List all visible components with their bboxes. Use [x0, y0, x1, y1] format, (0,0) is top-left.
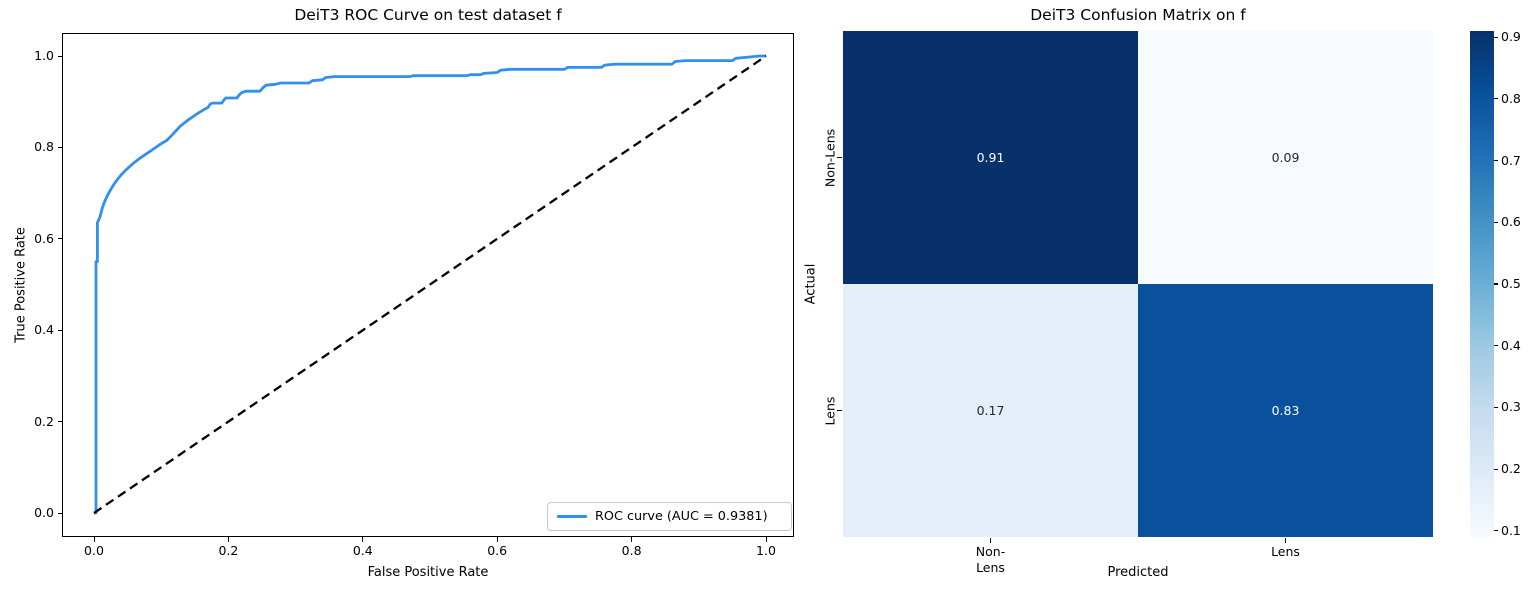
colorbar-ticklabel: 0.3	[1501, 399, 1521, 415]
colorbar-ticklabel: 0.6	[1501, 214, 1521, 230]
colorbar-ticklabel: 0.9	[1501, 29, 1521, 45]
roc-x-ticklabel: 0.8	[621, 543, 642, 558]
roc-y-tickmark	[57, 512, 62, 514]
colorbar-ticklabel: 0.5	[1501, 276, 1521, 291]
roc-y-tickmark	[57, 421, 62, 423]
roc-y-ticklabel: 1.0	[34, 48, 54, 63]
roc-x-ticklabel: 0.0	[84, 543, 104, 558]
cm-cell-non-lens-non-lens: 0.91	[843, 31, 1138, 284]
roc-curve-line	[94, 54, 766, 515]
cm-xlabel: Predicted	[1107, 565, 1169, 580]
colorbar-ticklabel: 0.4	[1501, 337, 1521, 353]
roc-legend-line-swatch	[557, 515, 587, 518]
colorbar-tickmark	[1494, 530, 1498, 532]
roc-x-ticklabel: 1.0	[756, 543, 776, 558]
roc-curve-plot	[93, 54, 767, 515]
roc-y-tickmark	[57, 146, 62, 148]
roc-x-tickmark	[362, 537, 364, 542]
roc-x-tickmark	[496, 537, 498, 542]
roc-y-ticklabel: 0.4	[34, 322, 54, 338]
roc-legend-label: ROC curve (AUC = 0.9381)	[595, 509, 768, 524]
roc-chance-diagonal-line	[93, 55, 767, 514]
cm-y-tickmark	[837, 409, 842, 412]
colorbar-tickmark	[1494, 345, 1498, 347]
cm-colorbar	[1470, 31, 1494, 537]
colorbar-ticklabel: 0.1	[1501, 522, 1521, 538]
colorbar-tickmark	[1494, 98, 1498, 100]
colorbar-tickmark	[1494, 283, 1498, 285]
colorbar-tickmark	[1494, 36, 1498, 38]
cm-y-ticklabel: Lens	[822, 396, 838, 425]
cm-cell-lens-lens: 0.83	[1138, 284, 1433, 537]
cm-cell-value: 0.09	[1271, 150, 1300, 165]
roc-y-ticklabel: 0.6	[34, 230, 54, 246]
roc-y-tickmark	[57, 55, 62, 57]
cm-x-ticklabel: Lens	[1271, 544, 1300, 559]
roc-y-ticklabel: 0.8	[34, 139, 54, 155]
roc-legend: ROC curve (AUC = 0.9381)	[547, 502, 792, 531]
colorbar-tickmark	[1494, 468, 1498, 470]
cm-heatmap: 0.91 0.09 0.17 0.83	[843, 31, 1433, 537]
colorbar-tickmark	[1494, 159, 1498, 162]
colorbar-tickmark	[1494, 406, 1498, 408]
roc-x-ticklabel: 0.2	[218, 543, 239, 558]
cm-cell-non-lens-lens: 0.09	[1138, 31, 1433, 284]
roc-x-tickmark	[93, 537, 95, 542]
cm-cell-value: 0.83	[1271, 403, 1300, 418]
roc-x-tickmark	[765, 537, 767, 542]
colorbar-tickmark	[1494, 221, 1498, 223]
cm-cell-value: 0.17	[976, 403, 1005, 418]
cm-y-tickmark	[837, 156, 842, 159]
roc-y-ticklabel: 0.0	[34, 505, 54, 520]
cm-x-ticklabel: Non-Lens	[975, 544, 1006, 575]
colorbar-ticklabel: 0.2	[1501, 461, 1521, 477]
roc-axes-frame	[62, 33, 794, 537]
cm-x-tickmark	[1284, 538, 1287, 543]
cm-title: DeiT3 Confusion Matrix on f	[1030, 6, 1246, 24]
cm-y-ticklabel: Non-Lens	[822, 128, 838, 187]
roc-xlabel: False Positive Rate	[367, 565, 489, 580]
roc-x-tickmark	[631, 537, 633, 542]
cm-cell-lens-non-lens: 0.17	[843, 284, 1138, 537]
roc-x-ticklabel: 0.4	[352, 543, 373, 558]
roc-y-tickmark	[57, 238, 62, 240]
roc-plot-title: DeiT3 ROC Curve on test dataset f	[294, 6, 562, 24]
colorbar-ticklabel: 0.7	[1501, 152, 1521, 168]
cm-x-tickmark	[989, 538, 992, 543]
roc-y-ticklabel: 0.2	[34, 413, 54, 429]
roc-y-tickmark	[57, 329, 62, 331]
roc-x-tickmark	[227, 537, 229, 542]
roc-x-ticklabel: 0.6	[487, 543, 508, 558]
cm-cell-value: 0.91	[976, 150, 1005, 165]
colorbar-ticklabel: 0.8	[1501, 90, 1521, 106]
